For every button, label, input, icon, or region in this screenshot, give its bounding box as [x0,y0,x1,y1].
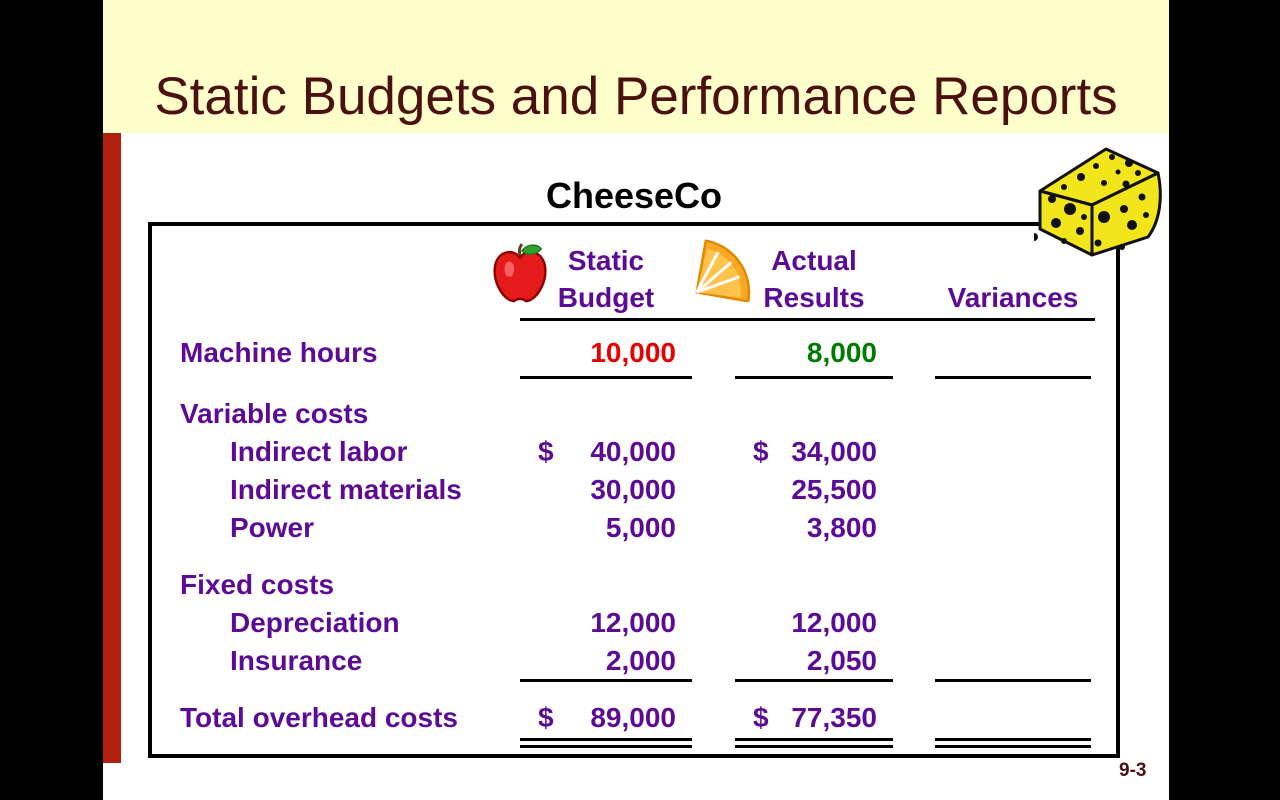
double-underline [735,738,893,748]
section-label: Fixed costs [180,569,335,600]
actual-value: 25,500 [791,474,877,505]
section-label: Variable costs [180,398,369,429]
slide-title: Static Budgets and Performance Reports [154,67,1118,126]
double-underline [520,738,692,748]
underline [520,376,692,379]
row-label: Total overhead costs [180,702,459,733]
slide: Static Budgets and Performance Reports C… [103,0,1169,800]
actual-value: 3,800 [806,512,877,543]
budget-value: 12,000 [590,607,676,638]
currency-symbol: $ [538,436,554,467]
budget-value: 40,000 [590,436,676,467]
actual-value: 2,050 [806,645,877,676]
table-row-machine-hours: Machine hours 10,000 8,000 [152,336,1116,370]
column-header-line: Budget [557,282,655,313]
cheese-wedge-icon [1034,147,1162,257]
title-band: Static Budgets and Performance Reports [103,0,1169,133]
column-header-line: Actual [771,245,857,276]
currency-symbol: $ [753,702,769,733]
header-underline [520,318,1095,321]
underline [735,679,893,682]
underline [935,376,1091,379]
actual-value: 12,000 [791,607,877,638]
budget-value: 30,000 [590,474,676,505]
table-row-depreciation: Depreciation 12,000 12,000 [152,606,1116,640]
column-header-static-budget: Static Budget [520,242,692,316]
column-header-actual-results: Actual Results [735,242,893,316]
underline [520,679,692,682]
budget-value: 10,000 [590,337,676,368]
actual-value: 34,000 [791,436,877,467]
table-row-fixed-costs: Fixed costs [152,568,1116,602]
currency-symbol: $ [538,702,554,733]
table-row-total: Total overhead costs $89,000 $77,350 [152,701,1116,735]
currency-symbol: $ [753,436,769,467]
table-row-indirect-labor: Indirect labor $40,000 $34,000 [152,435,1116,469]
table-row-indirect-materials: Indirect materials 30,000 25,500 [152,473,1116,507]
orange-slice-icon [695,239,751,302]
table-row-power: Power 5,000 3,800 [152,511,1116,545]
row-label: Indirect labor [230,436,408,467]
table-row-variable-costs: Variable costs [152,397,1116,431]
row-label: Machine hours [180,337,378,368]
row-label: Indirect materials [230,474,462,505]
column-header-line: Static [567,245,645,276]
underline [935,679,1091,682]
actual-value: 77,350 [791,702,877,733]
row-label: Depreciation [230,607,400,638]
budget-value: 2,000 [605,645,676,676]
row-label: Power [230,512,315,543]
table-row-insurance: Insurance 2,000 2,050 [152,644,1116,678]
budget-value: 5,000 [605,512,676,543]
budget-value: 89,000 [590,702,676,733]
apple-icon [493,243,547,303]
column-header-line: Results [763,282,865,313]
row-label: Insurance [230,645,363,676]
page-number: 9-3 [1119,760,1147,781]
underline [735,376,893,379]
budget-table: Static Budget Actual Results Variances [148,222,1120,758]
company-name: CheeseCo [545,175,723,216]
accent-bar [103,133,121,763]
double-underline [935,738,1091,748]
column-header-variances: Variances [947,282,1079,313]
actual-value: 8,000 [806,337,877,368]
